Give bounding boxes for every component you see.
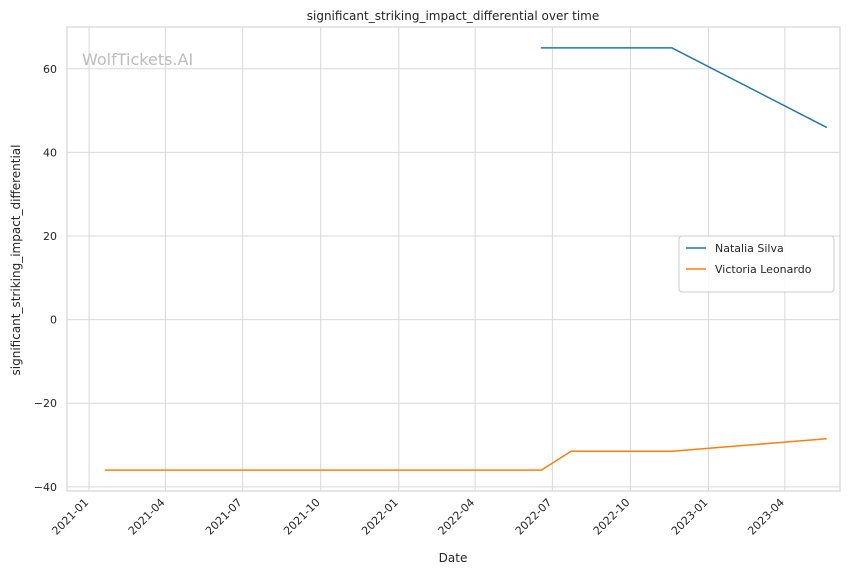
chart-title: significant_striking_impact_differential… <box>307 9 599 23</box>
y-tick-label: 40 <box>43 146 57 159</box>
data-point <box>825 126 828 128</box>
data-point <box>825 438 828 440</box>
data-point <box>540 47 542 49</box>
legend-box <box>678 235 835 293</box>
x-tick-label: 2021-04 <box>126 496 168 538</box>
x-tick-label: 2023-04 <box>745 496 787 538</box>
y-tick-label: −40 <box>34 481 57 494</box>
legend-label: Natalia Silva <box>715 242 784 255</box>
series-group <box>104 47 828 471</box>
data-point <box>671 450 673 452</box>
x-tick-label: 2022-01 <box>359 496 401 538</box>
y-axis-label: significant_striking_impact_differential <box>9 145 23 376</box>
x-tick-label: 2021-07 <box>203 496 245 538</box>
x-tick-label: 2021-10 <box>281 496 323 538</box>
y-tick-label: 0 <box>50 314 57 327</box>
x-tick-label: 2022-07 <box>513 496 555 538</box>
legend: Natalia Silva Victoria Leonardo <box>678 235 835 293</box>
y-tick-label: 20 <box>43 230 57 243</box>
x-tick-label: 2022-10 <box>591 496 633 538</box>
legend-label: Victoria Leonardo <box>715 263 812 276</box>
y-tick-label: −20 <box>34 397 57 410</box>
y-tick-labels: −40 −20 0 20 40 60 <box>34 63 57 494</box>
x-tick-labels: 2021-01 2021-04 2021-07 2021-10 2022-01 2022-… <box>49 496 786 538</box>
x-tick-label: 2022-04 <box>436 496 478 538</box>
data-point <box>570 450 572 452</box>
x-axis-label: Date <box>439 551 468 565</box>
data-point <box>104 469 106 471</box>
data-point <box>540 469 542 471</box>
x-tick-label: 2021-01 <box>49 496 91 538</box>
x-tick-label: 2023-01 <box>669 496 711 538</box>
watermark: WolfTickets.AI <box>82 50 193 69</box>
y-tick-label: 60 <box>43 63 57 76</box>
data-point <box>671 47 673 49</box>
